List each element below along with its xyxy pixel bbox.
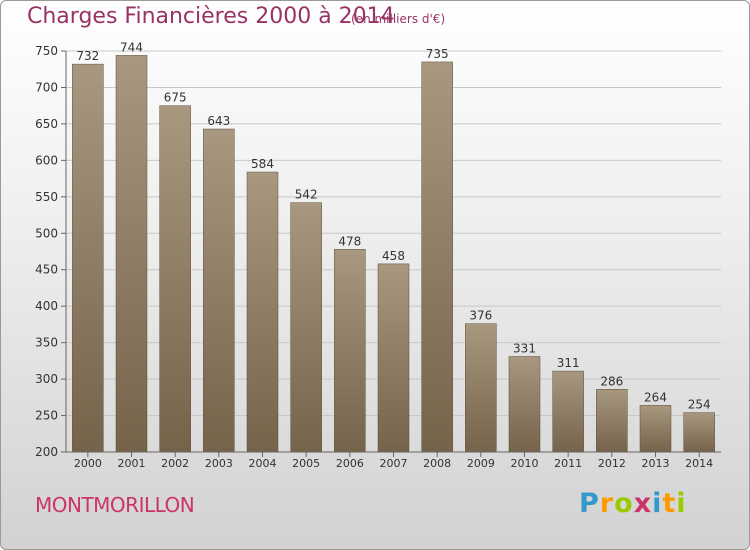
y-axis: 200 250 300 350 400 450 500 550 600 650 700 750 xyxy=(35,44,67,459)
y-tick-label: 500 xyxy=(35,226,58,240)
x-tick-label-2001: 2001 xyxy=(118,457,146,470)
y-tick-label: 350 xyxy=(35,336,58,350)
bar-2004 xyxy=(246,171,279,453)
x-tick-label-2014: 2014 xyxy=(685,457,713,470)
x-tick-label-2004: 2004 xyxy=(249,457,277,470)
x-tick-label-2007: 2007 xyxy=(380,457,408,470)
value-label-2004: 584 xyxy=(251,157,274,171)
x-tick-label-2002: 2002 xyxy=(161,457,189,470)
value-label-2007: 458 xyxy=(382,249,405,263)
logo-letter: x xyxy=(633,488,653,519)
x-axis: 2000 2001 2002 2003 2004 2005 2006 2007 2008 2009… xyxy=(66,451,721,470)
y-tick-label: 750 xyxy=(35,44,58,58)
x-tick-label-2008: 2008 xyxy=(423,457,451,470)
y-tick-label: 300 xyxy=(35,372,58,386)
x-tick-label-2010: 2010 xyxy=(511,457,539,470)
bar-2008 xyxy=(421,61,453,453)
bar-2003 xyxy=(203,128,235,453)
city-name: MONTMORILLON xyxy=(35,493,195,517)
value-label-2000: 732 xyxy=(76,49,99,63)
value-label-2006: 478 xyxy=(338,234,361,248)
bar-2011 xyxy=(552,370,584,453)
value-label-2009: 376 xyxy=(469,309,492,323)
x-tick-label-2006: 2006 xyxy=(336,457,364,470)
x-tick-label-2013: 2013 xyxy=(642,457,670,470)
x-tick-label-2005: 2005 xyxy=(292,457,320,470)
bar-2014 xyxy=(683,412,715,453)
value-label-2014: 254 xyxy=(688,398,711,412)
chart-subtitle: (en milliers d'€) xyxy=(351,12,446,26)
proxiti-logo: Proxiti xyxy=(579,488,687,519)
bar-2001 xyxy=(115,55,148,453)
value-label-2008: 735 xyxy=(426,47,449,61)
y-tick-label: 650 xyxy=(35,117,58,131)
y-tick-label: 200 xyxy=(35,445,58,459)
logo-letter: P xyxy=(579,488,600,519)
chart-title: Charges Financières 2000 à 2014 xyxy=(27,4,395,29)
bar-2005 xyxy=(290,202,322,453)
logo-letter: r xyxy=(599,488,615,519)
y-tick-label: 450 xyxy=(35,263,58,277)
bar-2002 xyxy=(159,105,191,453)
x-tick-label-2012: 2012 xyxy=(598,457,626,470)
bar-2009 xyxy=(465,323,497,453)
x-tick-label-2003: 2003 xyxy=(205,457,233,470)
value-labels: 732 744 675 643 584 542 478 458 735 376 331 311 286 2… xyxy=(76,40,710,411)
bar-2013 xyxy=(639,405,672,453)
value-label-2001: 744 xyxy=(120,40,143,54)
bars xyxy=(72,55,715,453)
y-tick-label: 550 xyxy=(35,190,58,204)
logo-letter: i xyxy=(676,488,687,519)
x-tick-label-2011: 2011 xyxy=(554,457,582,470)
logo-letter: o xyxy=(614,488,634,519)
x-tick-label-2000: 2000 xyxy=(74,457,102,470)
bar-2000 xyxy=(72,63,104,453)
y-tick-label: 700 xyxy=(35,80,58,94)
value-label-2012: 286 xyxy=(600,374,623,388)
y-tick-label: 250 xyxy=(35,409,58,423)
value-label-2002: 675 xyxy=(164,91,187,105)
bar-2007 xyxy=(377,263,410,453)
value-label-2005: 542 xyxy=(295,188,318,202)
y-tick-label: 600 xyxy=(35,153,58,167)
value-label-2010: 331 xyxy=(513,341,536,355)
logo-letter: t xyxy=(662,488,677,519)
logo-letter: i xyxy=(652,488,663,519)
value-label-2003: 643 xyxy=(207,114,230,128)
bar-2010 xyxy=(508,356,541,453)
bar-2006 xyxy=(334,249,366,453)
x-tick-label-2009: 2009 xyxy=(467,457,495,470)
value-label-2011: 311 xyxy=(557,356,580,370)
y-tick-label: 400 xyxy=(35,299,58,313)
value-label-2013: 264 xyxy=(644,390,667,404)
bar-2012 xyxy=(596,389,628,453)
